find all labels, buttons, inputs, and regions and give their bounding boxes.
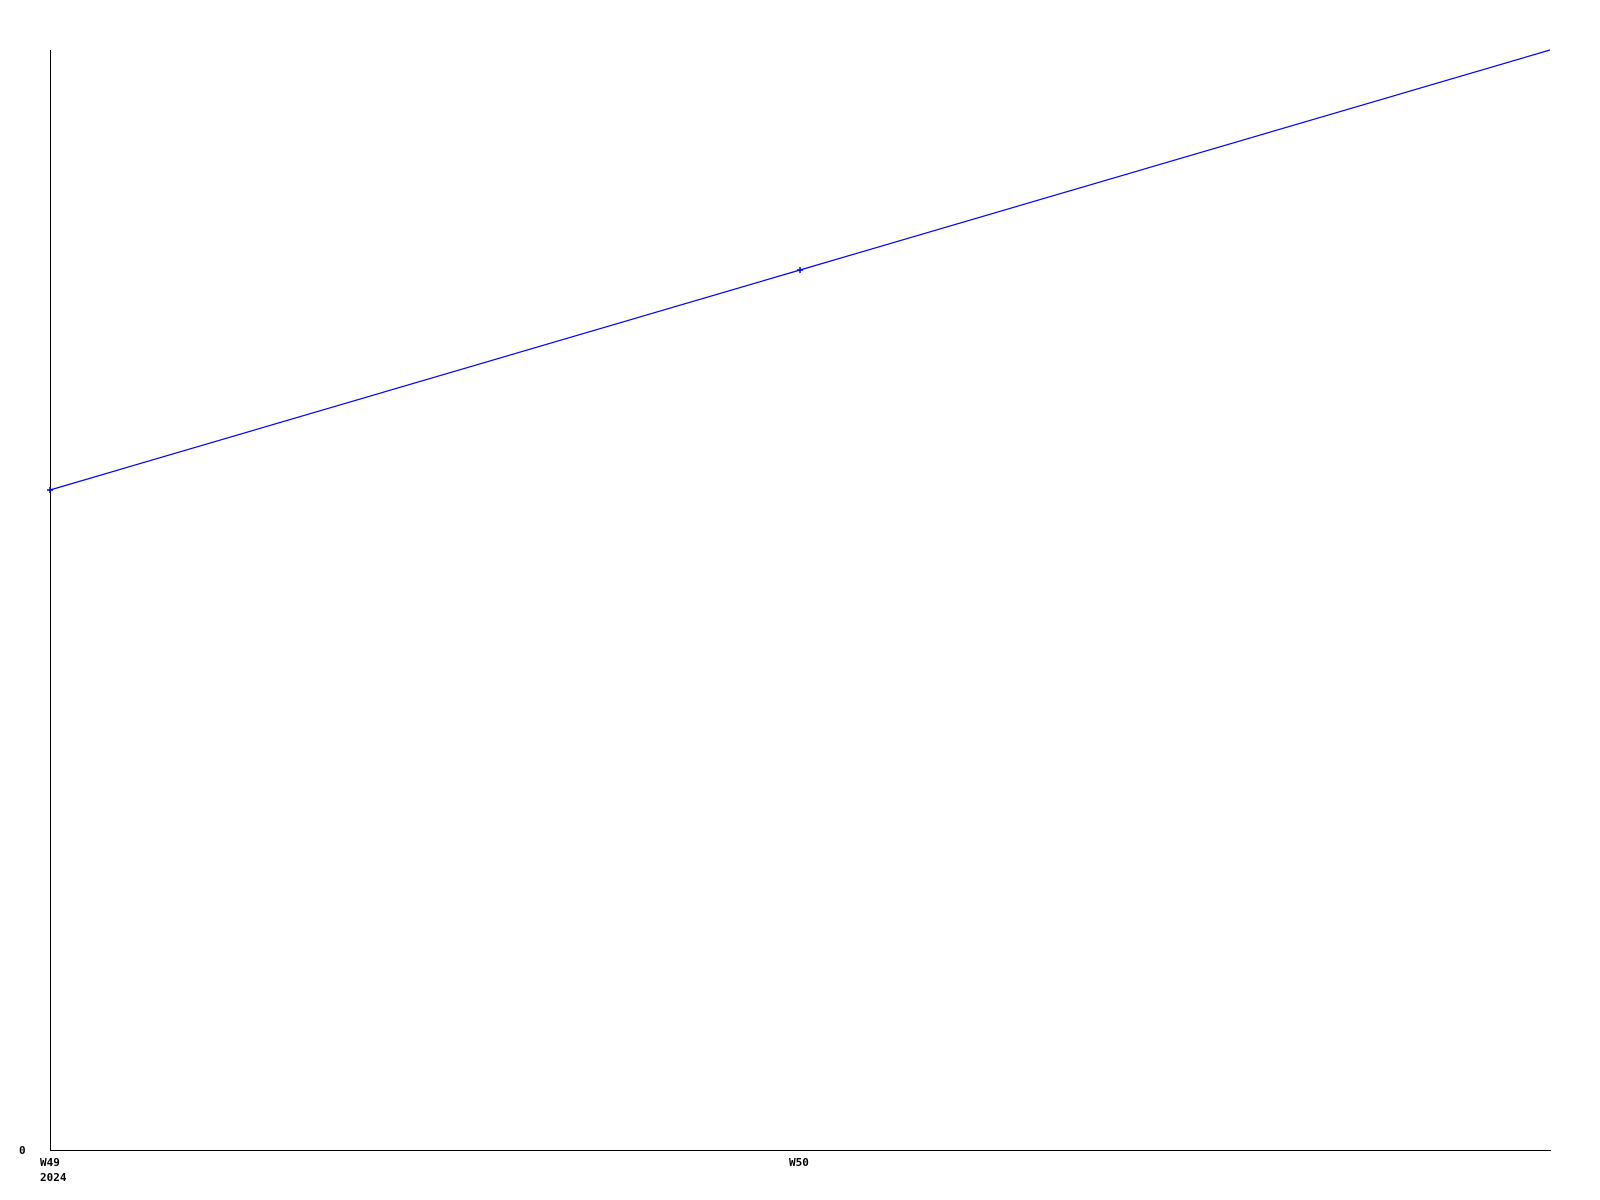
data-point-w49 (47, 487, 53, 493)
y-tick-label-0: 0 (19, 1144, 26, 1157)
x-tick-sublabel-2024: 2024 (40, 1171, 67, 1184)
data-point-w50 (797, 267, 803, 273)
x-tick-label-w50: W50 (789, 1156, 809, 1169)
x-tick-label-w49: W49 (40, 1156, 60, 1169)
